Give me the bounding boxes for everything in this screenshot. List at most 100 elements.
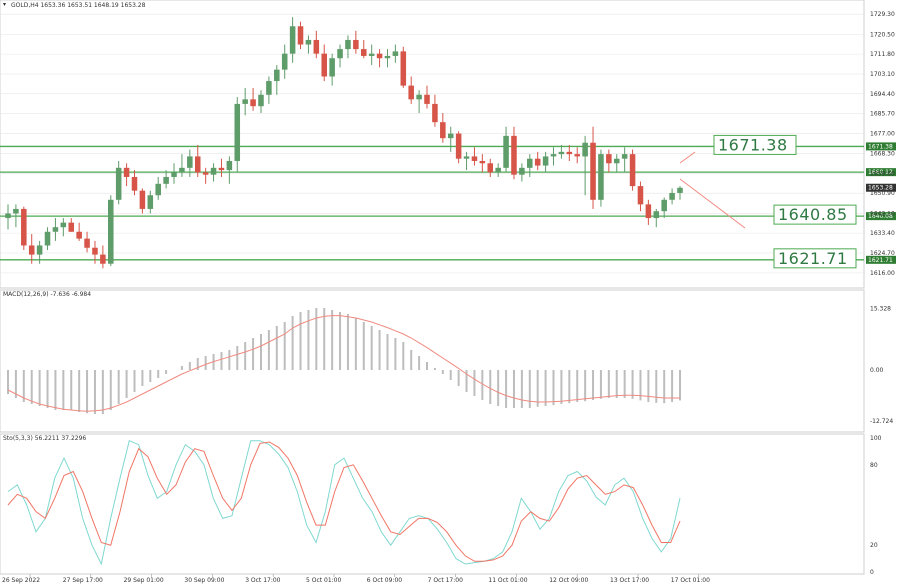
candle-body: [289, 26, 296, 54]
candle-body: [629, 154, 636, 187]
time-tick-label: 6 Oct 09:00: [367, 577, 402, 584]
level-callout-text: 1621.71: [778, 249, 848, 268]
stoch-tick-label: 80: [870, 462, 878, 469]
level-price-tag: [866, 212, 896, 221]
symbol-info: GOLD,H4 1653.36 1653.51 1648.19 1653.28: [11, 2, 146, 9]
price-pane: [0, 0, 865, 289]
candle-body: [360, 49, 367, 56]
level-tag-text: 1640.08: [868, 213, 893, 220]
candle-body: [250, 99, 256, 107]
candle-body: [511, 135, 517, 175]
down-projection-line: [679, 178, 746, 229]
candle-body: [534, 158, 541, 166]
stoch-tick-label: 20: [870, 542, 878, 549]
price-tick-label: 1703.10: [870, 71, 895, 78]
candle-body: [408, 85, 414, 100]
price-tick-label: 1694.40: [870, 91, 895, 98]
candle-body: [590, 142, 596, 200]
candle-body: [669, 192, 675, 200]
candle-body: [550, 154, 557, 157]
stoch-label: Sto(5,3,3) 56.2211 37.2296: [3, 435, 86, 442]
time-tick-label: 5 Oct 01:00: [306, 577, 341, 584]
level-callout-box: [773, 248, 857, 269]
candle-body: [218, 167, 225, 171]
candle-body: [163, 176, 169, 184]
candle-body: [653, 211, 660, 219]
candle-body: [487, 163, 494, 173]
macd-label: MACD(12,26,9) -7.636 -6.984: [3, 291, 91, 298]
candle-body: [503, 135, 509, 168]
candle-body: [582, 142, 588, 157]
level-tag-text: 1660.12: [868, 169, 893, 176]
candle-body: [321, 53, 328, 77]
candle-body: [329, 58, 335, 77]
candle-body: [337, 49, 343, 59]
price-tick-label: 1642.10: [870, 210, 895, 217]
candle-body: [123, 167, 130, 177]
price-tick-label: 1633.40: [870, 230, 895, 237]
candle-body: [455, 133, 462, 159]
candle-body: [60, 222, 67, 228]
time-tick-label: 26 Sep 2022: [2, 577, 40, 584]
candle-body: [52, 227, 59, 232]
candle-body: [598, 154, 604, 200]
time-axis: 26 Sep 2022 27 Sep 17:00 29 Sep 01:00 30 Se…: [2, 574, 710, 584]
time-tick-label: 27 Sep 17:00: [63, 577, 103, 584]
candle-body: [13, 208, 19, 214]
stoch-tick-label: 0: [870, 569, 874, 576]
candle-body: [400, 51, 407, 86]
price-tick-label: 1659.60: [870, 170, 895, 177]
symbol-dropdown-icon[interactable]: ▾: [3, 1, 6, 8]
candle-body: [416, 94, 422, 100]
candle-body: [677, 187, 683, 193]
candle-body: [21, 208, 27, 246]
macd-histogram: [7, 308, 681, 414]
current-price-text: 1653.28: [868, 185, 893, 192]
candle-body: [574, 154, 580, 157]
price-tick-label: 1729.30: [870, 11, 895, 18]
candle-body: [194, 156, 201, 173]
candle-body: [384, 55, 391, 59]
level-tag-text: 1621.71: [868, 257, 893, 264]
candle-body: [542, 156, 549, 166]
candle-body: [566, 151, 573, 155]
level-tag-text: 1671.38: [868, 143, 893, 150]
candle-body: [440, 122, 446, 139]
candle-body: [447, 133, 454, 139]
stochastic-lines: [7, 440, 681, 566]
candle-body: [558, 151, 565, 155]
candle-body: [637, 186, 644, 205]
level-price-tag: [866, 168, 896, 177]
candle-body: [613, 158, 620, 164]
candle-body: [297, 26, 304, 45]
level-price-tag: [866, 255, 896, 264]
level-callout-box: [713, 134, 797, 155]
candle-body: [100, 254, 106, 264]
candle-body: [115, 167, 122, 200]
candle-body: [5, 213, 11, 219]
candle-body: [392, 51, 399, 56]
candle-body: [44, 231, 51, 246]
candle-body: [527, 158, 533, 168]
candle-body: [147, 195, 154, 209]
candle-body: [519, 167, 525, 175]
candle-body: [432, 103, 438, 123]
candle-body: [621, 154, 628, 159]
candle-body: [242, 99, 248, 104]
price-tick-label: 1711.80: [870, 51, 895, 58]
candle-body: [179, 167, 185, 173]
stoch-tick-label: 100: [870, 435, 882, 442]
candle-body: [84, 238, 90, 248]
level-callout-text: 1640.85: [778, 205, 848, 224]
level-price-tag: [866, 142, 896, 151]
candle-body: [36, 245, 43, 255]
stoch-k-line: [7, 440, 681, 566]
level-callout-text: 1671.38: [718, 135, 788, 154]
current-price-tag: [866, 183, 896, 192]
level-callout-box: [773, 204, 857, 225]
time-tick-label: 30 Sep 09:00: [184, 577, 224, 584]
candle-body: [313, 39, 320, 54]
time-tick-label: 3 Oct 17:00: [245, 577, 280, 584]
